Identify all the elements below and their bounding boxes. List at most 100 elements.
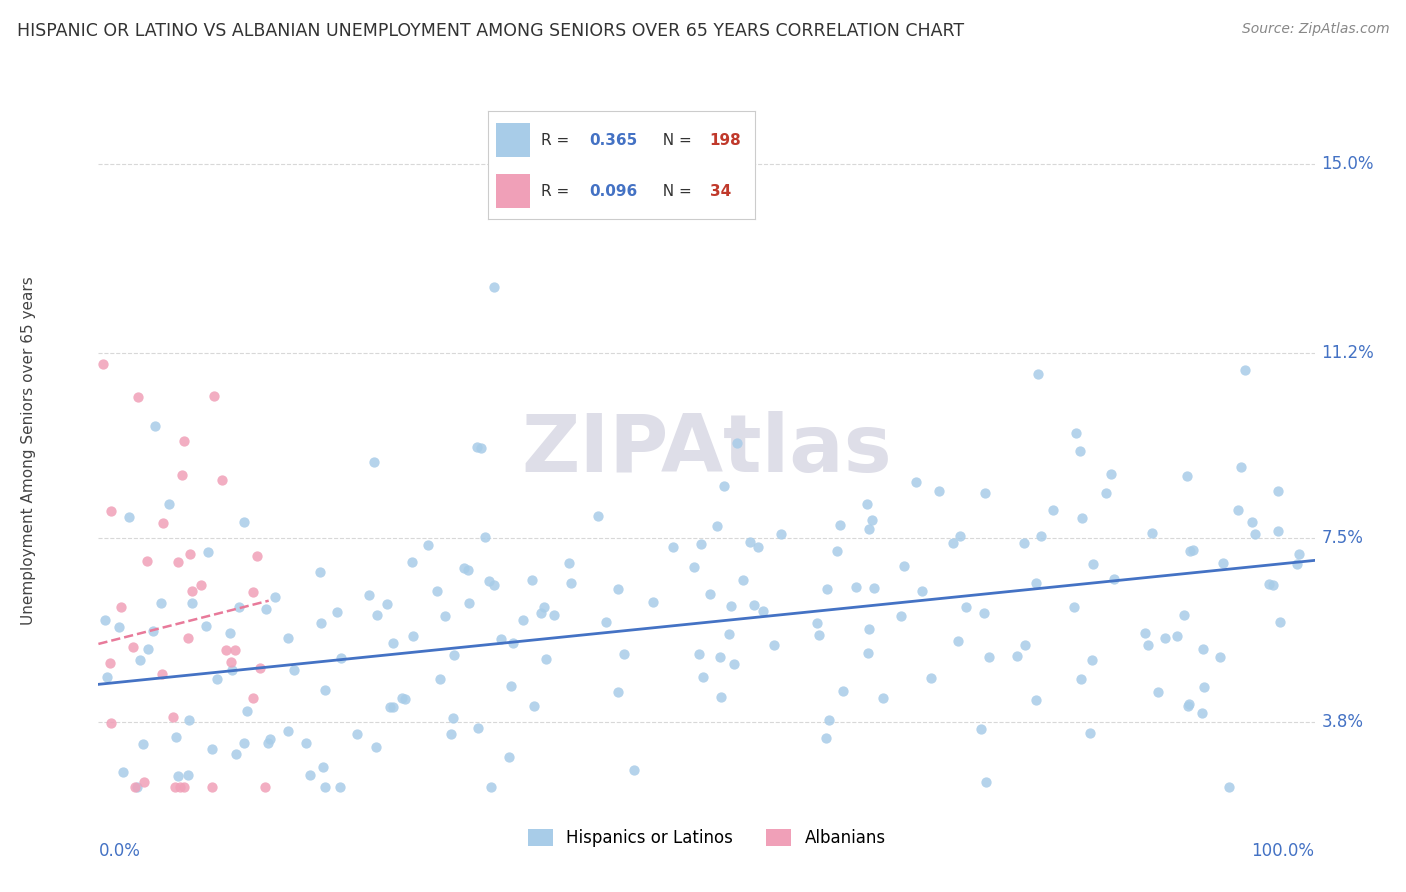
Point [312,760,335,774]
Point [433,608,456,623]
Point [346,727,368,741]
Point [233,516,256,530]
Point [94,613,117,627]
Text: 11.2%: 11.2% [1322,344,1374,362]
Point [195,618,218,632]
Point [142,624,165,638]
Point [1267,484,1289,499]
Point [814,731,837,745]
Point [533,600,555,615]
Point [232,736,254,750]
Text: ZIPAtlas: ZIPAtlas [522,411,891,490]
Point [283,663,305,677]
Point [1191,706,1213,720]
Point [709,649,731,664]
Point [482,279,505,293]
Point [827,544,849,558]
Point [815,582,838,596]
Point [977,649,1000,664]
Point [706,518,728,533]
Point [402,629,425,643]
Point [970,722,993,736]
Point [502,636,524,650]
Point [157,497,180,511]
Point [890,609,912,624]
Point [725,436,748,450]
Point [98,657,121,671]
Text: 0.0%: 0.0% [98,842,141,860]
Point [1182,543,1205,558]
Point [858,522,880,536]
Point [441,711,464,725]
Point [699,586,721,600]
Point [314,683,336,698]
Point [179,547,201,561]
Point [858,622,880,636]
Point [440,727,463,741]
Point [201,742,224,756]
Point [613,647,636,661]
Point [377,597,399,611]
Point [1208,650,1230,665]
Point [643,595,665,609]
Point [1288,548,1310,562]
Point [1007,649,1029,664]
Point [176,631,198,645]
Point [394,691,416,706]
Point [330,651,353,665]
Point [1192,641,1215,656]
Point [453,561,475,575]
Point [806,616,828,631]
Point [731,574,754,588]
Point [498,750,520,764]
Point [173,780,195,794]
Point [973,606,995,620]
Point [136,642,159,657]
Point [1241,515,1264,529]
Point [948,529,970,543]
Point [1212,556,1234,570]
Point [177,713,200,727]
Point [215,643,238,657]
Point [974,774,997,789]
Point [1064,426,1087,441]
Point [381,699,404,714]
Point [429,672,451,686]
Point [470,442,492,456]
Point [1147,685,1170,699]
Point [253,780,276,794]
Point [489,632,512,646]
Point [831,684,853,698]
Point [1178,543,1201,558]
Point [391,691,413,706]
Point [713,479,735,493]
Point [1226,503,1249,517]
Point [1070,672,1092,686]
Point [181,596,204,610]
Point [920,671,942,685]
Text: HISPANIC OR LATINO VS ALBANIAN UNEMPLOYMENT AMONG SENIORS OVER 65 YEARS CORRELAT: HISPANIC OR LATINO VS ALBANIAN UNEMPLOYM… [17,22,965,40]
Point [165,780,187,794]
Point [224,643,246,657]
Point [465,440,488,454]
Text: 7.5%: 7.5% [1322,529,1364,547]
Point [942,535,965,549]
Point [860,513,883,527]
Point [299,768,322,782]
Point [1243,527,1265,541]
Point [530,606,553,620]
Point [607,685,630,699]
Point [249,661,271,675]
Point [1267,524,1289,538]
Point [211,473,233,487]
Point [225,747,247,761]
Point [856,497,879,511]
Point [1069,443,1091,458]
Point [118,510,141,524]
Point [242,585,264,599]
Point [682,560,704,574]
Point [107,620,129,634]
Point [308,566,330,580]
Point [125,780,148,794]
Point [477,574,499,589]
